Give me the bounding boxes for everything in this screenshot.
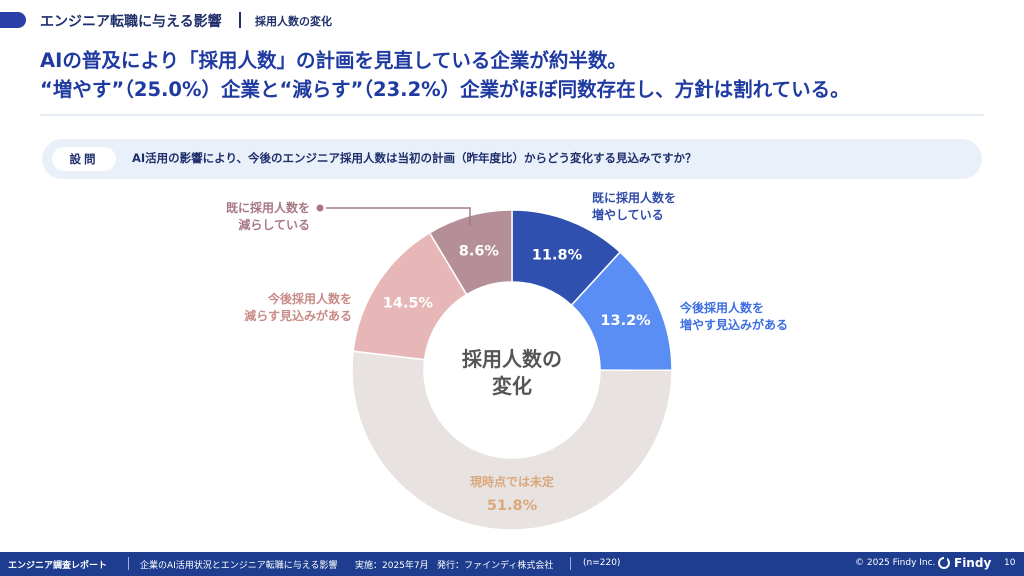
- footer-title: 企業のAI活用状況とエンジニア転職に与える影響: [140, 561, 338, 571]
- header-accent-bar: [0, 12, 26, 28]
- donut-slice: [428, 209, 513, 296]
- footer-divider: [128, 557, 129, 570]
- headline: AIの普及により「採用人数」の計画を見直している企業が約半数。 “増やす”（25…: [40, 46, 1000, 104]
- donut-center-label: 採用人数の: [462, 347, 562, 371]
- header-divider: [239, 12, 241, 28]
- leader-dot: [316, 204, 324, 212]
- slice-value-label: 8.6%: [459, 244, 500, 260]
- question-tag: 設問: [52, 147, 116, 171]
- footer-sample-size: (n=220): [583, 558, 621, 568]
- footer: エンジニア調査レポート 企業のAI活用状況とエンジニア転職に与える影響 実施：2…: [0, 552, 1024, 576]
- slice-category-label: 既に採用人数を 増やしている: [592, 191, 677, 222]
- slice-value-label: 13.2%: [600, 313, 651, 329]
- headline-line-2: “増やす”（25.0%）企業と“減らす”（23.2%）企業がほぼ同数存在し、方針…: [40, 78, 850, 101]
- slice-category-label: 今後採用人数を 減らす見込みがある: [244, 292, 352, 323]
- headline-line-1: AIの普及により「採用人数」の計画を見直している企業が約半数。: [40, 49, 627, 72]
- footer-date: 実施：2025年7月: [355, 561, 429, 571]
- footer-page-number: 10: [1004, 558, 1016, 568]
- question-box: 設問 AI活用の影響により、今後のエンジニア採用人数は当初の計画（昨年度比）から…: [42, 139, 982, 179]
- footer-divider: [570, 557, 571, 570]
- slice-value-label: 51.8%: [487, 498, 538, 514]
- header-title: エンジニア転職に与える影響: [40, 14, 222, 30]
- donut-chart: 11.8% 13.2% 51.8% 14.5% 8.6% 採用人数の変化: [316, 204, 673, 531]
- question-text: AI活用の影響により、今後のエンジニア採用人数は当初の計画（昨年度比）からどう変…: [132, 151, 697, 165]
- footer-brand: Findy: [954, 556, 992, 570]
- slice-category-label: 現時点では未定: [469, 475, 554, 489]
- slice-value-label: 14.5%: [383, 296, 434, 312]
- header-subtitle: 採用人数の変化: [255, 15, 332, 28]
- leader-line: [326, 207, 471, 226]
- footer-copyright: © 2025 Findy Inc.: [855, 558, 936, 568]
- slice-category-label: 既に採用人数を 減らしている: [225, 201, 310, 232]
- footer-report: エンジニア調査レポート: [8, 561, 108, 571]
- slice-category-label: 今後採用人数を 増やす見込みがある: [680, 301, 789, 332]
- donut-slice: [351, 350, 673, 531]
- headline-divider: [40, 114, 984, 116]
- findy-logo-icon: [938, 556, 950, 569]
- slice-value-label: 11.8%: [532, 247, 583, 263]
- footer-publisher: 発行：ファインディ株式会社: [437, 561, 554, 571]
- donut-center-label: 変化: [492, 374, 532, 398]
